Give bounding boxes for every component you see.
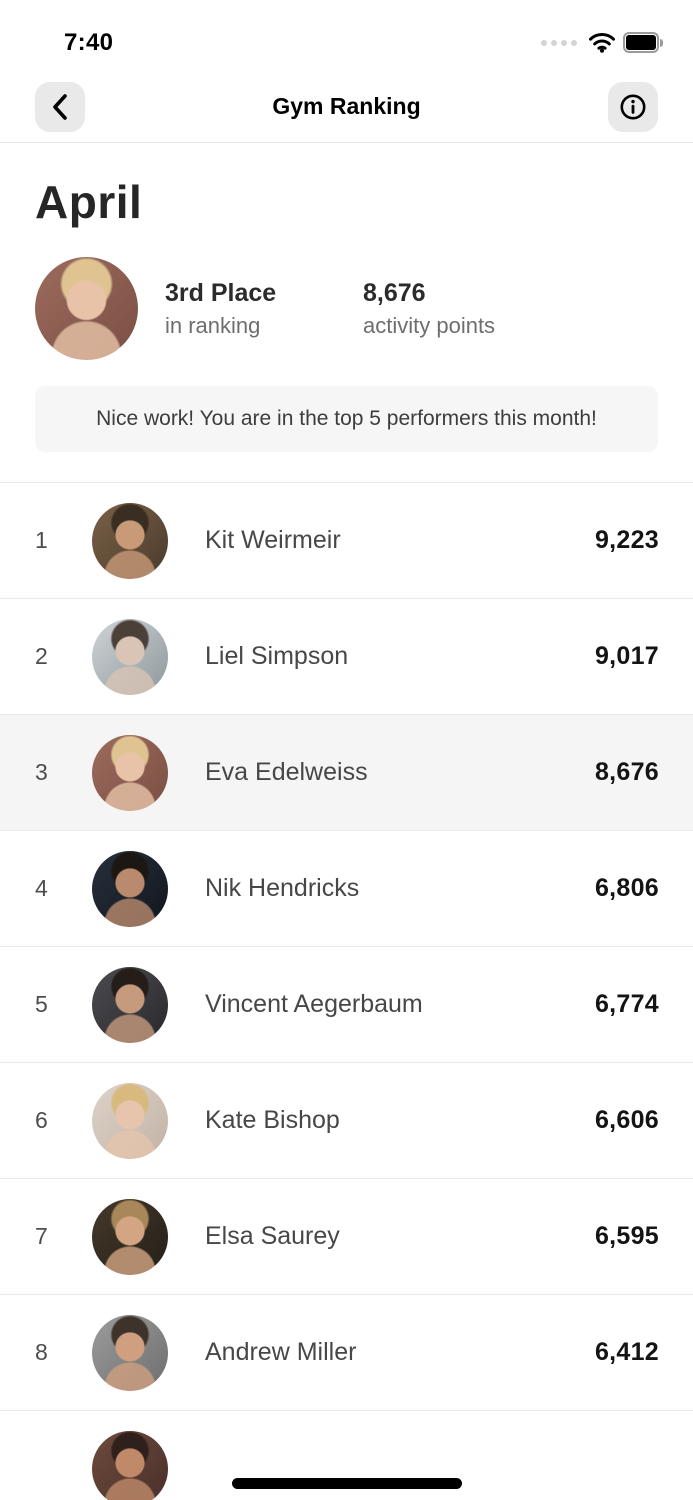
place-label: in ranking — [165, 312, 261, 338]
member-avatar — [92, 1082, 168, 1159]
member-name: Eva Edelweiss — [205, 758, 368, 787]
home-indicator[interactable] — [231, 1478, 462, 1489]
list-item[interactable]: 8 Andrew Miller 6,412 — [0, 1294, 693, 1411]
list-item[interactable]: 6 Kate Bishop 6,606 — [0, 1062, 693, 1179]
rank-number: 7 — [35, 1223, 48, 1250]
month-heading: April — [35, 176, 143, 228]
member-name: Kate Bishop — [205, 1106, 340, 1135]
status-time: 7:40 — [64, 28, 114, 56]
rank-number: 4 — [35, 875, 48, 902]
page-title: Gym Ranking — [272, 93, 421, 119]
member-avatar — [92, 850, 168, 927]
info-button[interactable] — [608, 81, 658, 132]
rank-number: 5 — [35, 991, 48, 1018]
points-value: 6,774 — [594, 990, 659, 1019]
activity-points-value: 8,676 — [363, 278, 426, 307]
chevron-left-icon — [51, 93, 69, 121]
battery-icon — [623, 32, 663, 53]
member-name: Kit Weirmeir — [205, 526, 341, 555]
status-bar: 7:40 — [0, 0, 693, 71]
member-avatar — [92, 502, 168, 579]
info-icon — [619, 93, 647, 121]
nav-bar: Gym Ranking — [0, 71, 693, 143]
points-value: 8,676 — [594, 758, 659, 787]
wifi-icon — [589, 32, 615, 53]
points-value: 6,595 — [594, 1222, 659, 1251]
member-name: Elsa Saurey — [205, 1222, 340, 1251]
member-avatar — [92, 1430, 168, 1500]
member-name: Vincent Aegerbaum — [205, 990, 423, 1019]
list-item[interactable]: 3 Eva Edelweiss 8,676 — [0, 714, 693, 831]
ranking-list: 1 Kit Weirmeir 9,223 2 Liel Simpson 9,01… — [0, 482, 693, 1500]
points-value: 9,223 — [594, 526, 659, 555]
member-avatar — [92, 966, 168, 1043]
list-item[interactable]: 7 Elsa Saurey 6,595 — [0, 1178, 693, 1295]
user-avatar — [35, 257, 138, 360]
points-value: 6,806 — [594, 874, 659, 903]
activity-points-label: activity points — [363, 312, 496, 338]
cellular-signal-icon — [541, 39, 577, 46]
points-value: 6,606 — [594, 1106, 659, 1135]
rank-number: 2 — [35, 643, 48, 670]
member-name: Liel Simpson — [205, 642, 349, 671]
member-avatar — [92, 1198, 168, 1275]
member-name: Andrew Miller — [205, 1338, 357, 1367]
list-item[interactable]: 2 Liel Simpson 9,017 — [0, 598, 693, 715]
list-item[interactable]: 1 Kit Weirmeir 9,223 — [0, 482, 693, 599]
points-value: 6,412 — [594, 1338, 659, 1367]
member-name: Nik Hendricks — [205, 874, 360, 903]
member-avatar — [92, 734, 168, 811]
list-item[interactable]: 4 Nik Hendricks 6,806 — [0, 830, 693, 947]
member-avatar — [92, 618, 168, 695]
back-button[interactable] — [35, 81, 85, 132]
encouragement-banner: Nice work! You are in the top 5 performe… — [35, 386, 658, 453]
list-item[interactable]: 5 Vincent Aegerbaum 6,774 — [0, 946, 693, 1063]
member-avatar — [92, 1314, 168, 1391]
user-summary: 3rd Place in ranking 8,676 activity poin… — [35, 257, 658, 360]
rank-number: 6 — [35, 1107, 48, 1134]
rank-number: 1 — [35, 527, 48, 554]
points-value: 9,017 — [594, 642, 659, 671]
place-value: 3rd Place — [165, 278, 277, 307]
page-content: April 3rd Place in ranking 8,676 activit… — [0, 175, 693, 453]
rank-number: 8 — [35, 1339, 48, 1366]
rank-number: 3 — [35, 759, 48, 786]
